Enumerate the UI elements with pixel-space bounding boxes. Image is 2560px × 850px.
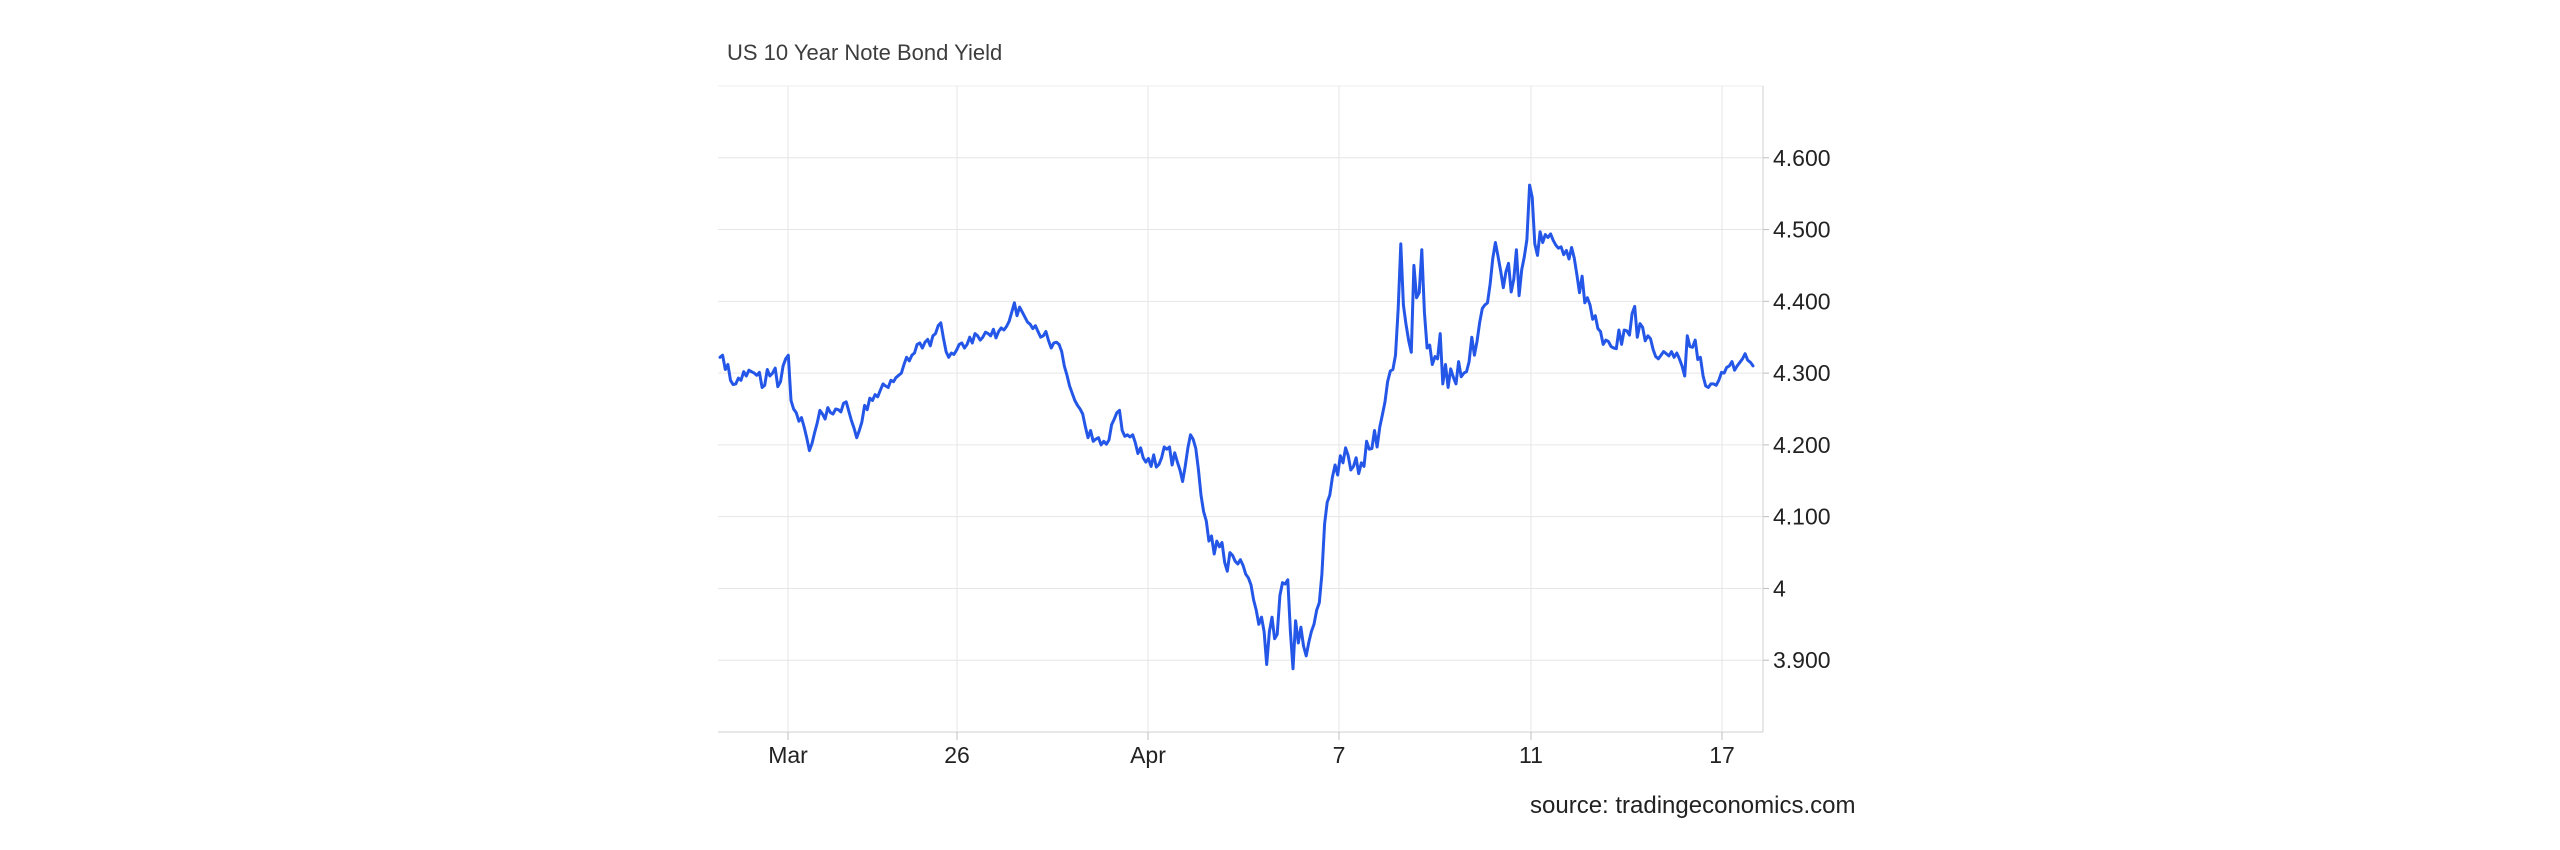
y-tick-label: 4 <box>1773 575 1786 601</box>
series-line-us-10y-yield <box>718 183 1755 671</box>
x-tick-label: 11 <box>1519 742 1543 768</box>
y-tick-label: 4.100 <box>1773 504 1831 530</box>
y-tick-label: 3.900 <box>1773 647 1831 673</box>
y-tick-label: 4.500 <box>1773 217 1831 243</box>
x-tick-label: Mar <box>768 742 808 768</box>
chart-title: US 10 Year Note Bond Yield <box>727 40 1003 65</box>
source-credit: source: tradingeconomics.com <box>1530 792 1856 819</box>
x-tick-label: Apr <box>1130 742 1166 768</box>
y-tick-label: 4.600 <box>1773 145 1831 171</box>
x-tick-label: 26 <box>944 742 970 768</box>
x-tick-label: 7 <box>1333 742 1346 768</box>
y-tick-label: 4.400 <box>1773 288 1831 314</box>
y-tick-label: 4.200 <box>1773 432 1831 458</box>
x-tick-label: 17 <box>1709 742 1735 768</box>
y-tick-label: 4.300 <box>1773 360 1831 386</box>
